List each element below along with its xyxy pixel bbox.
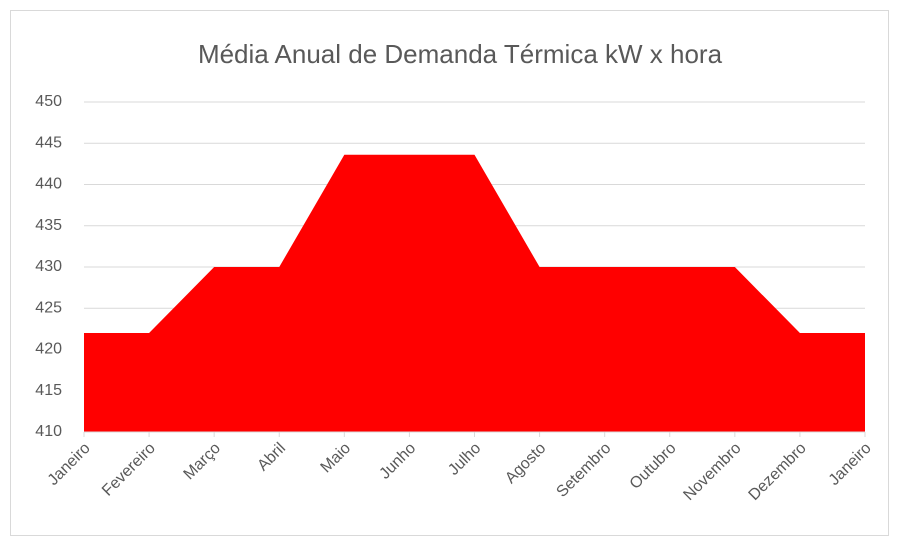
y-tick-label: 425 — [35, 299, 62, 316]
chart-title: Média Anual de Demanda Térmica kW x hora — [198, 39, 723, 69]
y-tick-label: 440 — [35, 176, 62, 193]
y-tick-label: 445 — [35, 134, 62, 151]
y-tick-label: 450 — [35, 93, 62, 110]
y-tick-label: 420 — [35, 341, 62, 358]
y-tick-label: 435 — [35, 217, 62, 234]
y-tick-label: 410 — [35, 423, 62, 440]
y-tick-label: 415 — [35, 382, 62, 399]
y-tick-label: 430 — [35, 258, 62, 275]
area — [84, 154, 865, 433]
